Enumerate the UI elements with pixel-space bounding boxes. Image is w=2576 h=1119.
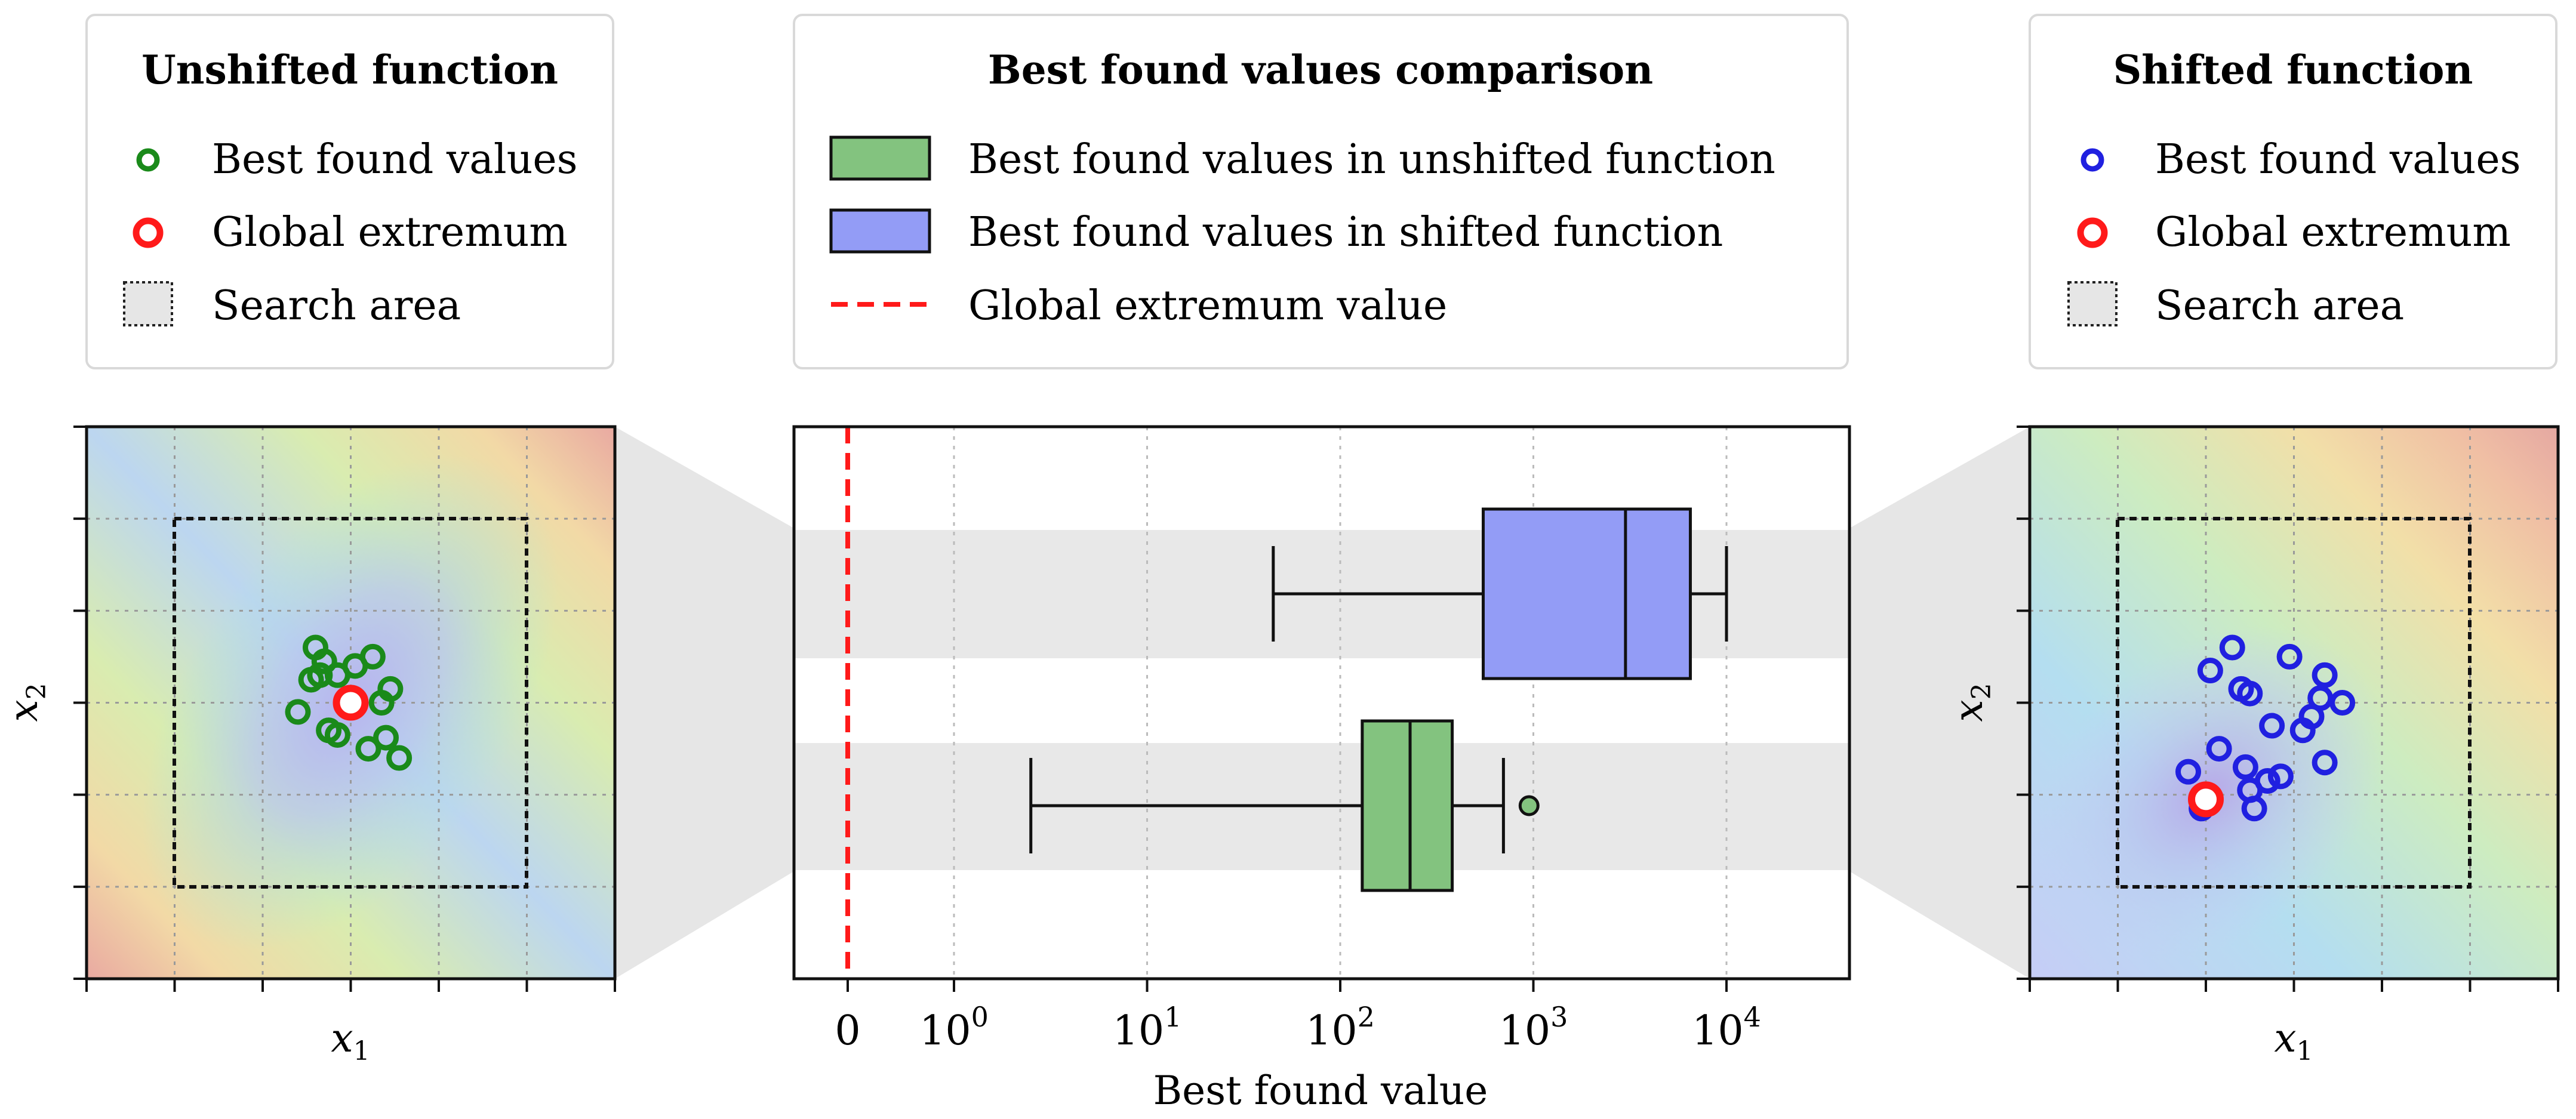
legend-middle: Best found values comparison Best found … [793, 14, 1849, 369]
legend-right-area-marker [2067, 281, 2118, 326]
boxplot-tick-label: 104 [1692, 1001, 1761, 1055]
left-best-found-point [373, 725, 399, 751]
box-unshifted [1361, 719, 1454, 892]
boxplot-tick-label: 100 [919, 1001, 989, 1055]
left-best-found-point [311, 648, 337, 674]
right-ticks [2017, 426, 2559, 992]
legend-right-item-points: Best found values [2155, 136, 2521, 183]
right-best-found-point [2259, 713, 2285, 739]
left-ylabel: x2 [1, 683, 52, 722]
right-best-found-point [2241, 796, 2267, 822]
boxplot-grid [953, 427, 1728, 979]
boxplot-tick-label: 101 [1113, 1001, 1182, 1055]
boxplot-xlabel: Best found value [1153, 1068, 1488, 1114]
legend-middle-item-shifted: Best found values in shifted function [968, 209, 1723, 256]
legend-right: Shifted function Best found values Globa… [2029, 14, 2557, 369]
left-points-group [285, 634, 413, 771]
legend-middle-title: Best found values comparison [988, 47, 1653, 93]
left-heatmap-panel: x1 x2 [1, 425, 617, 1066]
right-best-found-point [2329, 690, 2356, 716]
right-best-found-point [2206, 736, 2232, 762]
boxplot-frame [792, 425, 1851, 981]
legend-left-item-extremum: Global extremum [212, 209, 568, 256]
left-search-area [173, 517, 528, 889]
left-best-found-point [355, 736, 381, 762]
left-best-found-point [386, 745, 413, 771]
zoom-connector-left [615, 427, 794, 979]
left-best-found-point [368, 690, 395, 716]
right-best-found-point [2197, 658, 2223, 684]
legend-left-point-marker [136, 148, 160, 172]
boxplot-boxes [1029, 507, 1728, 892]
left-best-found-point [359, 643, 386, 670]
legend-middle-item-unshifted: Best found values in unshifted function [968, 136, 1775, 183]
left-ticks [73, 426, 616, 992]
outlier-unshifted [1518, 795, 1540, 816]
legend-right-title: Shifted function [2113, 47, 2473, 93]
boxplot-tick-label: 0 [835, 1007, 860, 1055]
boxplot-tick-label: 103 [1499, 1001, 1568, 1055]
left-global-extremum-point [333, 685, 369, 721]
right-points-group [2175, 634, 2356, 822]
boxplot-panel: 0 100 101 102 103 104 Best found value [792, 425, 1851, 1114]
right-best-found-point [2237, 680, 2263, 707]
zoom-connector-right [1849, 427, 2030, 979]
legend-left-item-points: Best found values [212, 136, 578, 183]
legend-left-area-marker [123, 281, 173, 326]
left-xlabel: x1 [331, 1015, 370, 1066]
legend-right-item-area: Search area [2155, 282, 2404, 329]
boxplot-ticks: 0 100 101 102 103 104 [835, 979, 1761, 1055]
right-best-found-point [2175, 759, 2201, 785]
legend-middle-shifted-swatch [829, 208, 931, 254]
right-best-found-point [2232, 754, 2258, 780]
right-best-found-point [2276, 643, 2303, 670]
right-heatmap-panel: x1 x2 [1946, 425, 2560, 1066]
right-best-found-point [2289, 717, 2316, 744]
right-best-found-point [2267, 763, 2294, 790]
left-best-found-point [324, 722, 350, 748]
legend-left: Unshifted function Best found values Glo… [85, 14, 614, 369]
right-best-found-point [2219, 634, 2245, 661]
legend-right-extremum-marker [2077, 217, 2108, 248]
left-best-found-point [285, 699, 311, 725]
left-best-found-point [307, 662, 333, 688]
legend-middle-item-extremum: Global extremum value [968, 282, 1447, 329]
box-shifted [1482, 507, 1692, 680]
legend-middle-unshifted-swatch [829, 135, 931, 181]
legend-right-point-marker [2081, 148, 2104, 172]
right-best-found-point [2312, 662, 2338, 688]
right-global-extremum-point [2188, 781, 2224, 818]
right-xlabel: x1 [2274, 1015, 2313, 1066]
right-best-found-point [2254, 768, 2280, 794]
right-best-found-point [2312, 750, 2338, 776]
legend-left-title: Unshifted function [141, 47, 558, 93]
boxplot-tick-label: 102 [1306, 1001, 1375, 1055]
right-search-area [2116, 517, 2472, 889]
right-ylabel: x2 [1946, 683, 1997, 722]
legend-right-item-extremum: Global extremum [2155, 209, 2511, 256]
legend-left-item-area: Search area [212, 282, 461, 329]
legend-left-extremum-marker [133, 217, 164, 248]
